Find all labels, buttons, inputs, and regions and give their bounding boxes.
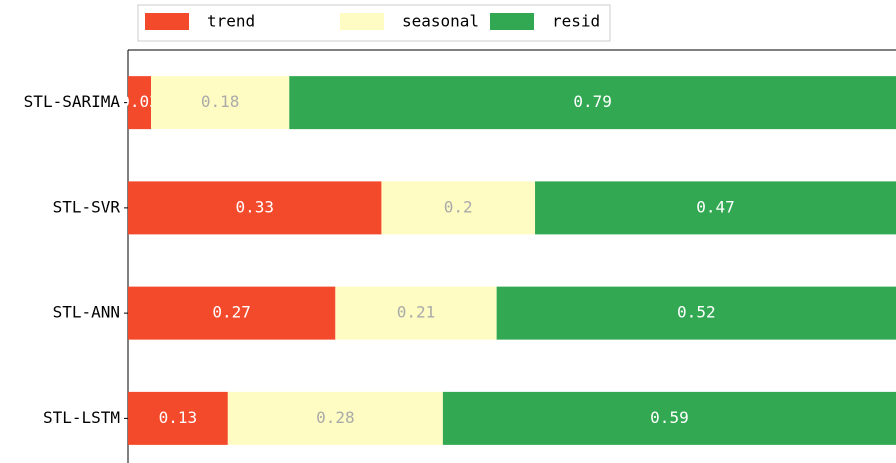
value-label: 0.59	[650, 408, 689, 427]
value-label: 0.28	[316, 408, 355, 427]
y-tick-label: STL-SARIMA	[24, 92, 121, 111]
value-label: 0.18	[201, 92, 240, 111]
value-label: 0.47	[696, 197, 735, 216]
bar-segment	[535, 181, 896, 235]
legend-swatch	[145, 13, 189, 30]
value-label: 0.27	[212, 303, 251, 322]
bar-segment	[496, 286, 896, 340]
bar-segment	[151, 76, 290, 130]
value-label: 0.2	[444, 197, 473, 216]
value-label: 0.03	[120, 92, 159, 111]
value-label: 0.33	[235, 197, 274, 216]
legend-label: resid	[552, 12, 600, 31]
bar-segment	[335, 286, 497, 340]
value-label: 0.13	[159, 408, 198, 427]
legend-label: seasonal	[402, 12, 479, 31]
y-tick-label: STL-LSTM	[43, 408, 120, 427]
value-label: 0.21	[397, 303, 436, 322]
y-tick-label: STL-SVR	[53, 197, 121, 216]
bar-segment	[289, 76, 896, 130]
y-tick-label: STL-ANN	[53, 303, 120, 322]
bar-segment	[128, 286, 336, 340]
legend-swatch	[490, 13, 534, 30]
legend-label: trend	[207, 12, 255, 31]
bar-segment	[128, 76, 152, 130]
legend-swatch	[340, 13, 384, 30]
bar-segment	[128, 391, 228, 445]
value-label: 0.52	[677, 303, 716, 322]
value-label: 0.79	[573, 92, 612, 111]
bar-segment	[381, 181, 536, 235]
bar-segment	[128, 181, 382, 235]
bar-segment	[442, 391, 896, 445]
bar-segment	[227, 391, 443, 445]
